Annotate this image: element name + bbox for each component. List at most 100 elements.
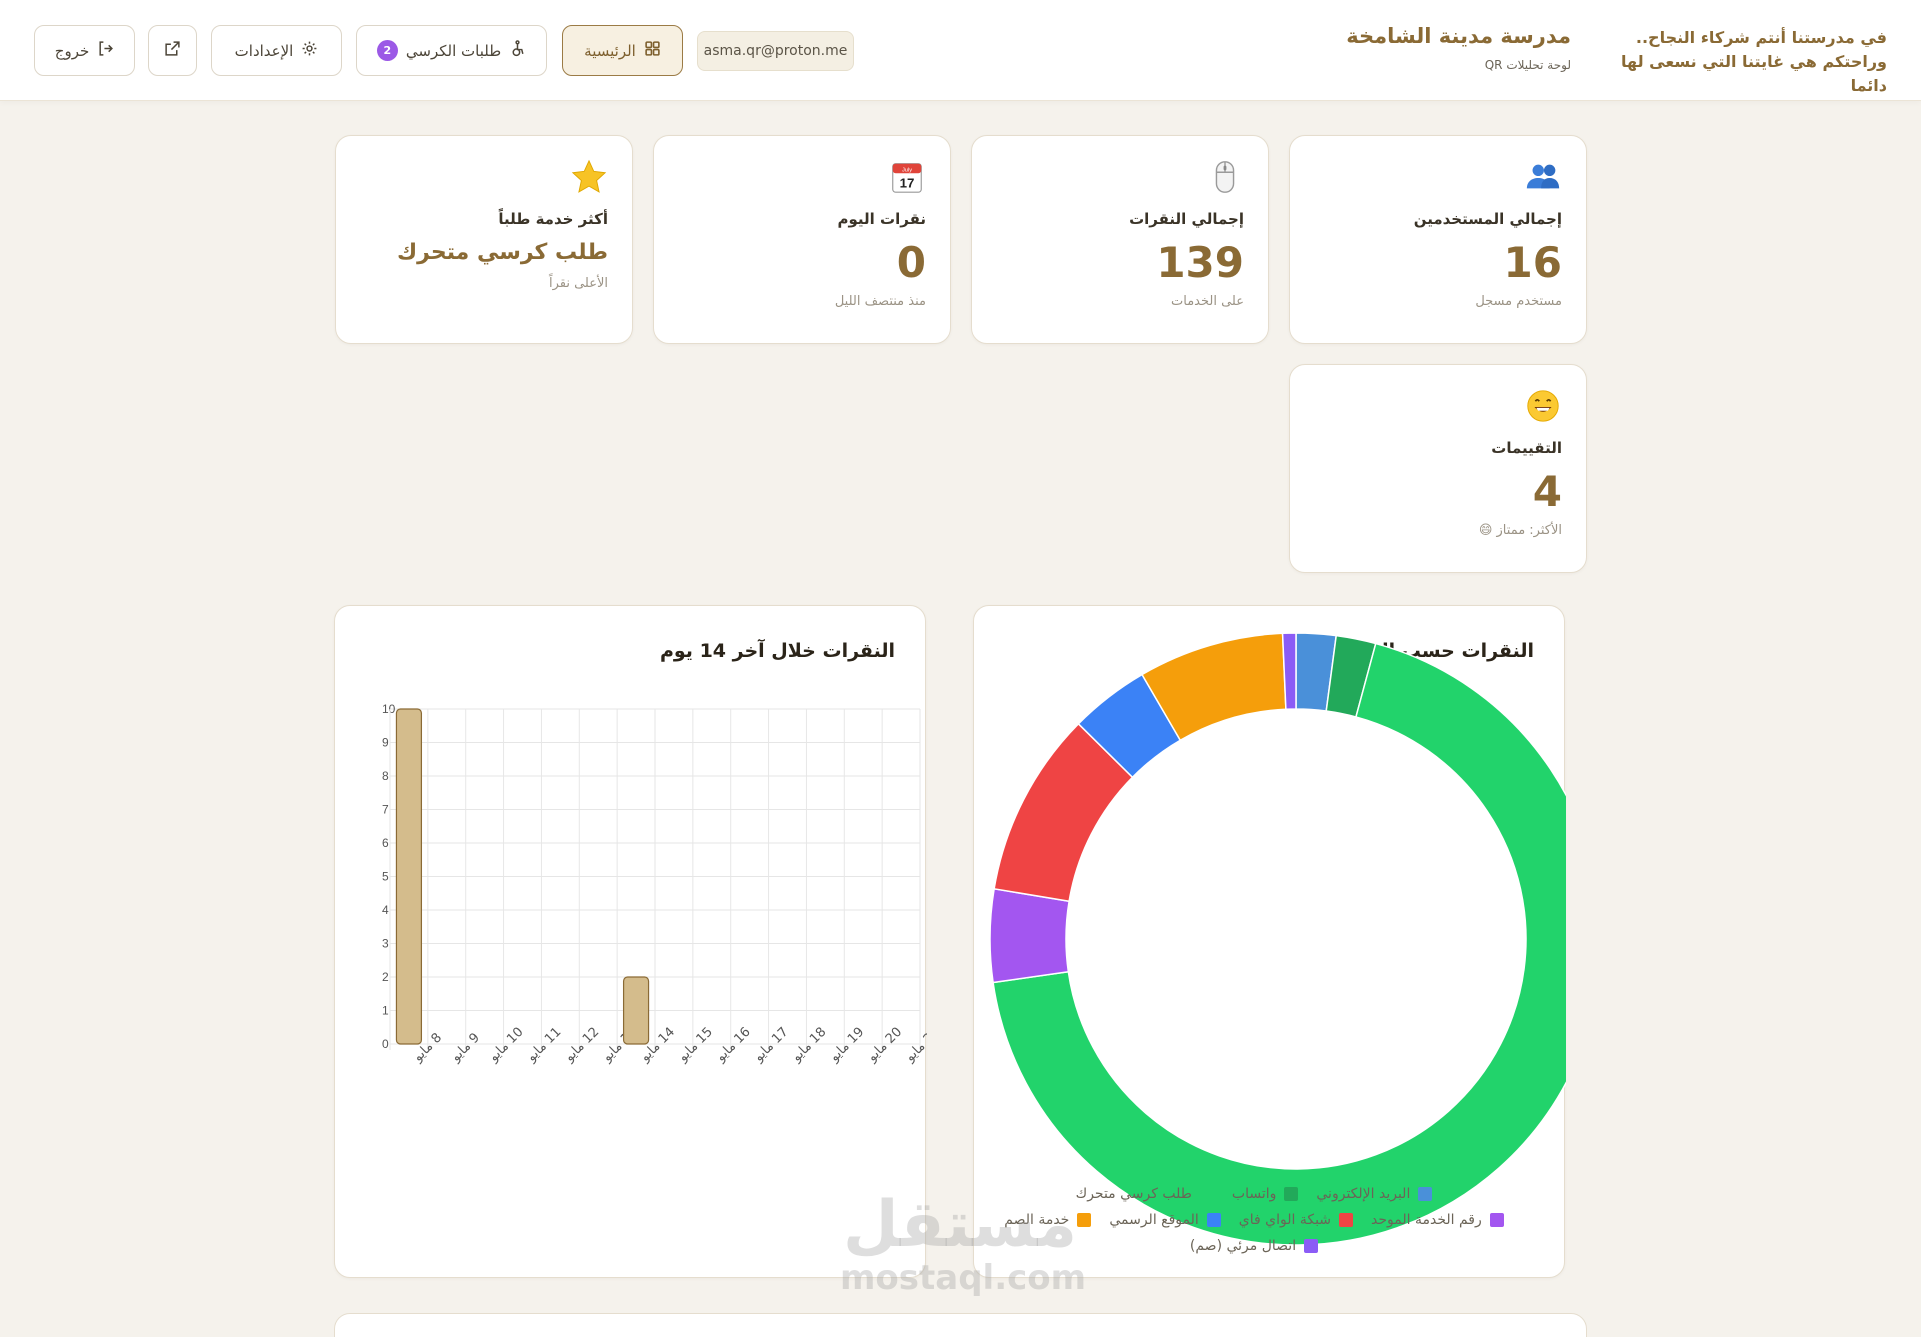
y-tick-label: 6	[382, 836, 389, 850]
svg-text:17: 17	[900, 175, 915, 190]
stat-label: إجمالي النقرات	[1129, 210, 1244, 228]
stat-value: 4	[1532, 467, 1562, 516]
chart-title: النقرات خلال آخر 14 يوم	[659, 640, 895, 662]
stat-card-clicks: إجمالي النقرات 139 على الخدمات	[971, 135, 1269, 344]
x-tick-label: 10 مايو	[486, 1025, 527, 1066]
stat-value: 0	[896, 238, 926, 287]
x-tick-label: 17 مايو	[751, 1025, 792, 1066]
legend-label: واتساب	[1231, 1186, 1277, 1202]
legend-swatch	[1489, 1213, 1504, 1227]
legend-item-6[interactable]: خدمة الصم	[1004, 1212, 1092, 1228]
y-tick-label: 3	[382, 937, 389, 951]
logout-button[interactable]: خروج	[34, 25, 135, 76]
legend-item-0[interactable]: البريد الإلكتروني	[1316, 1186, 1433, 1202]
chair-requests-label: طلبات الكرسي	[405, 41, 502, 60]
next-section-card	[334, 1313, 1587, 1337]
y-tick-label: 5	[382, 870, 389, 884]
users-icon	[1314, 158, 1562, 198]
x-tick-label: 12 مايو	[561, 1025, 602, 1066]
dashboard-subtitle: لوحة تحليلات QR	[1484, 58, 1571, 72]
legend-swatch	[1304, 1239, 1319, 1253]
mouse-icon	[996, 158, 1244, 198]
stat-card-top-service: أكثر خدمة طلباً طلب كرسي متحرك الأعلى نق…	[335, 135, 633, 344]
y-tick-label: 7	[382, 803, 389, 817]
watermark: مستقل mostaql.com	[840, 1188, 1086, 1296]
legend-item-1[interactable]: واتساب	[1231, 1186, 1299, 1202]
pie-slice-2[interactable]	[992, 642, 1566, 1246]
legend-swatch	[1077, 1213, 1092, 1227]
settings-label: الإعدادات	[234, 41, 294, 60]
legend-item-4[interactable]: شبكة الواي فاي	[1238, 1212, 1354, 1228]
svg-text:July: July	[902, 167, 912, 173]
x-tick-label: 15 مايو	[675, 1025, 716, 1066]
x-tick-label: 20 مايو	[864, 1025, 905, 1066]
open-external-button[interactable]	[148, 25, 197, 76]
y-tick-label: 9	[382, 736, 389, 750]
y-tick-label: 0	[382, 1037, 389, 1051]
legend-item-3[interactable]: رقم الخدمة الموحد	[1371, 1212, 1504, 1228]
x-tick-label: 21 مايو	[902, 1025, 927, 1066]
x-tick-label: 16 مايو	[713, 1025, 754, 1066]
legend-item-7[interactable]: اتصال مرئي (صم)	[1189, 1238, 1319, 1254]
stat-label: أكثر خدمة طلباً	[498, 210, 608, 228]
x-tick-label: 18 مايو	[788, 1025, 829, 1066]
stat-sub: مستخدم مسجل	[1475, 294, 1562, 309]
y-tick-label: 4	[382, 903, 389, 917]
pie-slice-7[interactable]	[1281, 632, 1297, 711]
stat-value: 16	[1503, 238, 1562, 287]
bar-chart-card: النقرات خلال آخر 14 يوم 0 1 2 3 4 5 6 7 8 9 10 8 ما…	[334, 605, 927, 1278]
school-name: مدرسة مدينة الشامخة	[1346, 24, 1571, 48]
legend-item-2[interactable]: طلب كرسي متحرك	[1076, 1186, 1214, 1202]
legend-label: طلب كرسي متحرك	[1075, 1186, 1192, 1202]
legend-label: البريد الإلكتروني	[1316, 1186, 1411, 1202]
stat-label: إجمالي المستخدمين	[1413, 210, 1562, 228]
calendar-icon: July 17	[678, 158, 926, 198]
legend-label: خدمة الصم	[1004, 1212, 1070, 1228]
stat-sub: على الخدمات	[1171, 294, 1244, 309]
donut-chart	[989, 632, 1566, 1246]
legend-label: رقم الخدمة الموحد	[1371, 1212, 1482, 1228]
gear-icon	[301, 40, 318, 61]
legend-swatch	[1418, 1187, 1433, 1201]
logout-label: خروج	[54, 41, 90, 60]
pie-slice-3[interactable]	[989, 887, 1070, 984]
stat-card-users: إجمالي المستخدمين 16 مستخدم مسجل	[1289, 135, 1587, 344]
legend-label: اتصال مرئي (صم)	[1189, 1238, 1297, 1254]
legend-swatch	[1284, 1187, 1299, 1201]
y-tick-label: 1	[382, 1004, 389, 1018]
x-tick-label: 11 مايو	[523, 1025, 564, 1066]
chair-requests-badge: 2	[376, 40, 398, 61]
legend-label: شبكة الواي فاي	[1238, 1212, 1332, 1228]
bar-0[interactable]	[395, 708, 423, 1045]
bar-6[interactable]	[622, 976, 650, 1045]
star-icon	[360, 158, 608, 198]
stat-label: التقييمات	[1491, 439, 1562, 457]
slogan: في مدرستنا أنتم شركاء النجاح.. وراحتكم ه…	[1621, 28, 1887, 95]
y-tick-label: 8	[382, 769, 389, 783]
home-button-label: الرئيسية	[584, 41, 636, 60]
legend-item-5[interactable]: الموقع الرسمي	[1109, 1212, 1221, 1228]
logout-icon	[97, 40, 114, 61]
y-tick-label: 10	[382, 702, 396, 716]
stat-sub: الأكثر: ممتاز 😄	[1478, 523, 1562, 538]
settings-button[interactable]: الإعدادات	[211, 25, 342, 76]
stat-value: 139	[1156, 238, 1244, 287]
y-tick-label: 2	[382, 970, 389, 984]
stat-value: طلب كرسي متحرك	[397, 240, 608, 265]
stat-card-today: July 17 نقرات اليوم 0 منذ منتصف الليل	[653, 135, 951, 344]
brand: مدرسة مدينة الشامخة لوحة تحليلات QR	[1346, 24, 1571, 72]
stat-card-ratings: التقييمات 4 الأكثر: ممتاز 😄	[1289, 364, 1587, 573]
legend-swatch	[1339, 1213, 1354, 1227]
chair-requests-button[interactable]: طلبات الكرسي 2	[356, 25, 547, 76]
watermark-arabic: مستقل	[842, 1188, 1078, 1262]
stat-sub: الأعلى نقراً	[548, 276, 608, 291]
wheelchair-icon	[509, 40, 526, 61]
grid-icon	[644, 40, 661, 61]
legend-label: الموقع الرسمي	[1109, 1212, 1199, 1228]
user-email: asma.qr@proton.me	[697, 31, 854, 71]
legend-swatch	[1199, 1187, 1214, 1201]
external-link-icon	[164, 40, 181, 61]
donut-chart-card: النقرات حسب الخدمة البريد الإلكتروني واتس…	[973, 605, 1566, 1278]
home-button[interactable]: الرئيسية	[562, 25, 683, 76]
